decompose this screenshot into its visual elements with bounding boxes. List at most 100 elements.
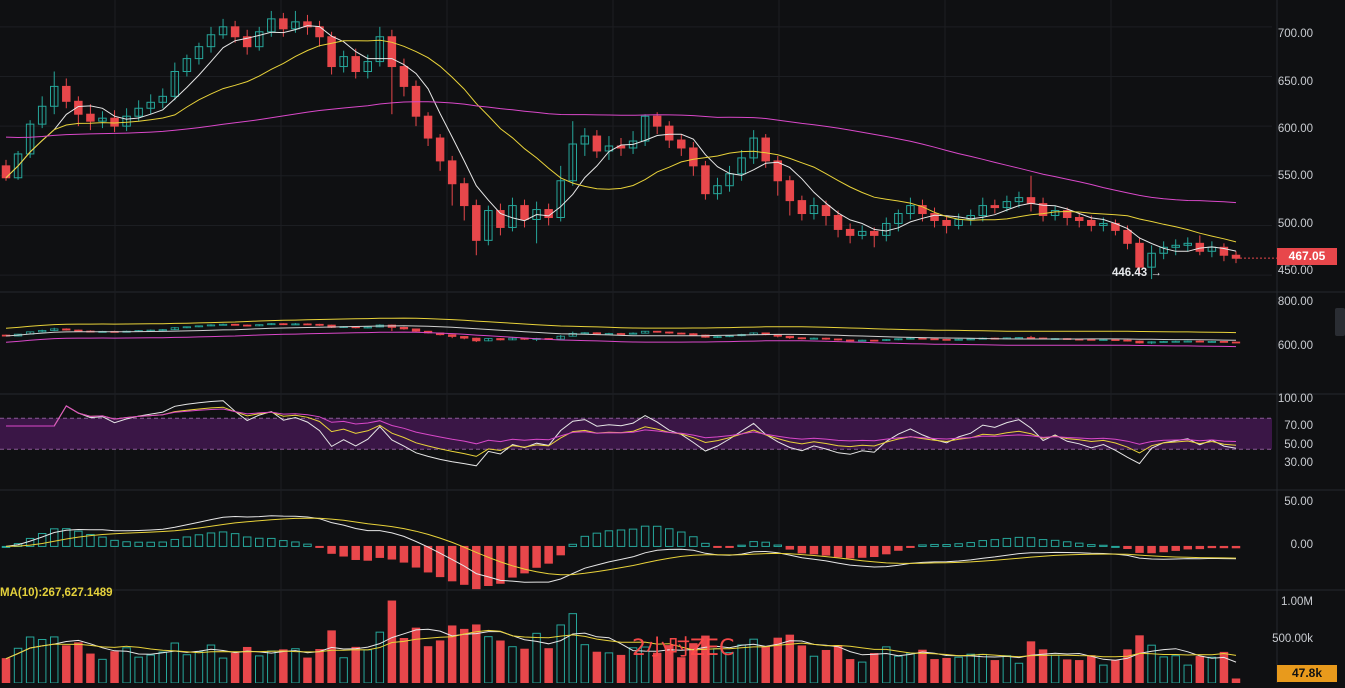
candle-body [170,71,180,97]
volume-bar [1183,664,1193,684]
macd-hist-bar [761,541,770,547]
volume-bar [170,642,180,684]
volume-bar [435,640,445,684]
macd-hist-bar [930,543,939,547]
candle-body [761,137,770,162]
mini-candle-body [1171,340,1180,343]
macd-hist-bar [628,528,638,547]
volume-bar [894,655,903,684]
macd-hist-bar [894,545,903,551]
volume-bar [737,644,746,684]
candle-body [821,205,831,217]
volume-bar [508,646,517,684]
candle-body [1,165,11,179]
mini-candle-body [653,330,662,333]
mini-candle-body [954,338,963,341]
macd-hist-bar [1195,545,1205,550]
macd-hist-bar [532,545,541,568]
macd-hist-bar [508,545,517,578]
mini-candle-body [472,337,481,342]
vol-ytick-1m: 1.00M [1281,596,1313,608]
volume-bar [1135,635,1144,684]
rsi-slow-line [6,405,1237,445]
rsi-ytick-50: 50.00 [1284,439,1313,451]
candle-body [182,58,192,73]
mini-candle-body [882,339,891,341]
candle-body [74,100,83,115]
volume-bar [592,651,602,684]
candle-body [363,61,373,73]
volume-bar [1195,656,1205,684]
ma-ytick-800: 800.00 [1277,296,1313,308]
macd-hist-bar [230,533,240,547]
macd-hist-bar [98,536,107,547]
mini-candle-body [279,323,288,326]
mini-candle-body [38,330,47,333]
volume-bar [399,638,409,684]
candle-body [1123,229,1132,244]
macd-hist-bar [652,525,662,547]
mini-candle-body [182,326,192,329]
macd-hist-bar [375,545,385,558]
macd-hist-bar [737,544,746,547]
mini-candle-body [484,338,493,342]
candle-body [387,36,397,68]
mini-candle-body [1207,340,1217,343]
macd-hist-bar [833,545,843,558]
candle-body [122,115,131,127]
macd-hist-bar [351,545,360,560]
mini-candle-body [170,327,179,331]
macd-hist-bar [1038,539,1048,547]
mini-candle-body [580,332,589,335]
macd-hist-bar [1,545,11,548]
volume-bar [363,649,373,684]
volume-bar [761,646,770,684]
macd-hist-bar [966,542,975,547]
candle-body [664,125,674,141]
ytick-700: 700.00 [1277,28,1313,40]
macd-hist-bar [544,545,553,564]
macd-hist-bar [484,545,493,586]
macd-hist-bar [170,538,180,547]
mini-candle-body [206,324,216,327]
candle-body [399,66,409,87]
axis-scroll-handle[interactable] [1335,308,1345,336]
candle-body [279,18,288,30]
candle-body [809,205,819,215]
candle-body [375,36,385,63]
volume-bar [291,648,300,684]
volume-bar [279,649,288,684]
ma-fast-line [5,25,1237,252]
macd-hist-bar [1026,537,1036,547]
mini-candle-body [1183,340,1192,343]
macd-hist-bar [1099,544,1108,547]
volume-bar [1159,656,1168,684]
macd-hist-bar [713,545,722,548]
volume-bar [1123,649,1132,684]
candle-body [1099,222,1108,226]
macd-hist-bar [218,531,228,547]
mini-candle-body [267,323,276,326]
candle-body [1147,252,1156,268]
candle-body [990,205,1000,209]
macd-hist-bar [1111,545,1120,548]
macd-hist-bar [1074,542,1084,547]
macd-hist-bar [689,536,698,547]
macd-hist-bar [556,545,565,556]
macd-hist-bar [423,545,433,573]
macd-hist-bar [1050,539,1060,547]
macd-hist-bar [640,525,650,547]
ytick-600: 600.00 [1277,123,1313,135]
mini-candle-body [809,337,819,340]
macd-hist-bar [882,545,891,555]
candle-body [98,117,107,122]
volume-bar [1050,654,1060,684]
candle-body [845,228,855,236]
candle-body [423,115,433,139]
candle-body [1195,242,1205,252]
vol-ytick-500k: 500.00k [1272,633,1313,645]
mini-candle-body [74,329,83,332]
candle-body [327,36,336,68]
